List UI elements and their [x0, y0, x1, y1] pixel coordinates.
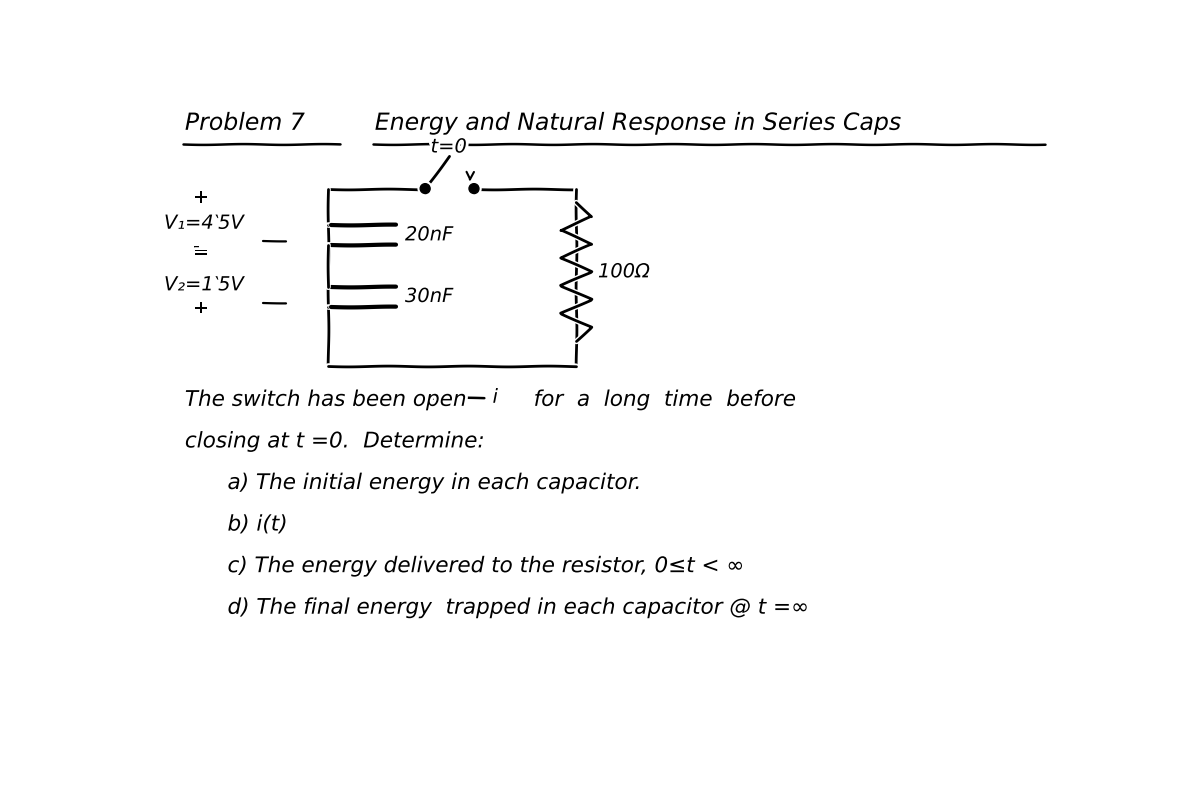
Text: a) The initial energy in each capacitor.: a) The initial energy in each capacitor. [228, 473, 641, 493]
Text: 100Ω: 100Ω [598, 262, 650, 282]
Text: b) i(t): b) i(t) [228, 515, 288, 535]
Text: 20nF: 20nF [404, 226, 454, 244]
Text: 30nF: 30nF [404, 287, 454, 306]
Text: =: = [193, 244, 209, 262]
Text: i: i [492, 388, 498, 407]
Text: The switch has been open: The switch has been open [185, 390, 467, 410]
Text: V₂=1‵5V: V₂=1‵5V [164, 275, 244, 294]
Text: Problem 7: Problem 7 [185, 111, 305, 135]
Text: t=0: t=0 [431, 138, 467, 156]
Text: +: + [193, 188, 209, 206]
Text: for  a  long  time  before: for a long time before [534, 390, 796, 410]
Text: closing at t =0.  Determine:: closing at t =0. Determine: [185, 431, 485, 451]
Text: +: + [193, 299, 209, 317]
Text: -: - [193, 238, 200, 256]
Text: V₁=4‵5V: V₁=4‵5V [164, 214, 244, 233]
Text: c) The energy delivered to the resistor, 0≤t < ∞: c) The energy delivered to the resistor,… [228, 556, 744, 576]
Text: Energy and Natural Response in Series Caps: Energy and Natural Response in Series Ca… [374, 111, 901, 135]
Text: d) The final energy  trapped in each capacitor @ t =∞: d) The final energy trapped in each capa… [228, 598, 809, 618]
